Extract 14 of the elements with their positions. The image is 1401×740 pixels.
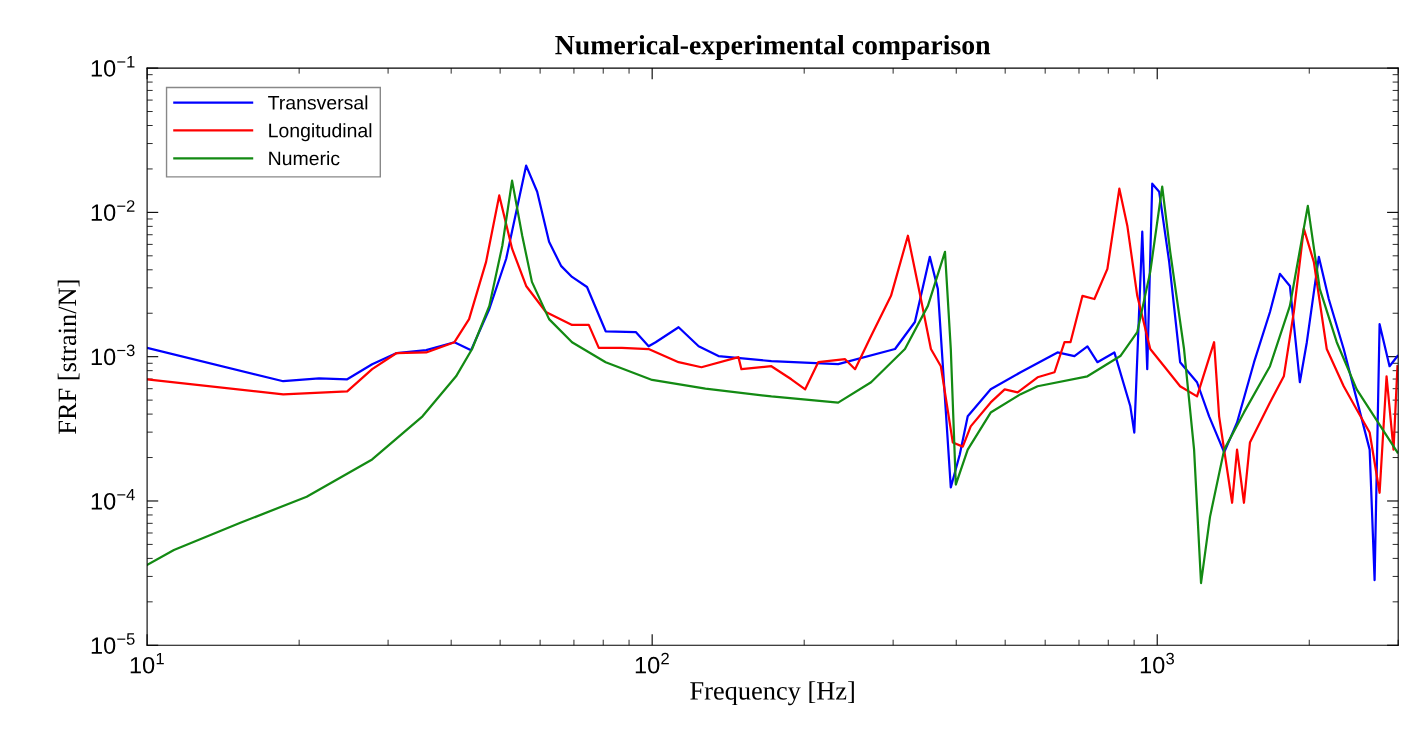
legend-label: Longitudinal bbox=[269, 123, 372, 142]
y-tick-label: 10$^{−4}$ bbox=[91, 488, 135, 510]
x-axis-title: Frequency [Hz] bbox=[690, 681, 854, 706]
y-tick-label: 10$^{−2}$ bbox=[91, 200, 135, 221]
chart-title: Numerical-experimental comparison bbox=[555, 34, 991, 61]
y-axis-title: FRF [strain/N] bbox=[57, 280, 80, 434]
y-tick-label: 10$^{−3}$ bbox=[91, 344, 135, 366]
y-tick-label: 10$^{−1}$ bbox=[91, 56, 135, 77]
x-tick-label: 10$^{3}$ bbox=[1140, 652, 1174, 674]
legend-label: Numeric bbox=[269, 151, 340, 166]
y-tick-label: 10$^{−5}$ bbox=[91, 633, 135, 654]
legend-label: Transversal bbox=[268, 95, 368, 110]
x-tick-label: 10$^{1}$ bbox=[130, 652, 164, 674]
x-tick-label: 10$^{2}$ bbox=[635, 652, 669, 674]
